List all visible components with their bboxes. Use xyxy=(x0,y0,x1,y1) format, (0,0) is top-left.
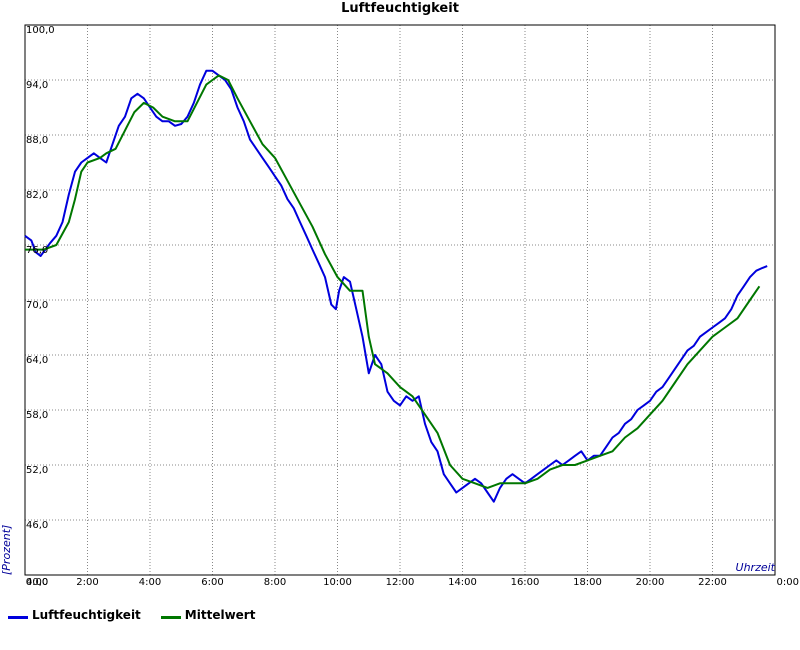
grid xyxy=(25,25,775,575)
x-tick-label: 8:00 xyxy=(264,577,286,588)
x-tick-label: 22:00 xyxy=(698,577,727,588)
x-tick-label: 10:00 xyxy=(323,577,352,588)
x-tick-label: 16:00 xyxy=(511,577,540,588)
y-tick-label: 76,0 xyxy=(26,245,48,256)
x-tick-label: 4:00 xyxy=(139,577,161,588)
x-tick-label: 2:00 xyxy=(76,577,98,588)
x-tick-label: 0:00 xyxy=(26,577,48,588)
legend-label-humidity: Luftfeuchtigkeit xyxy=(32,608,141,622)
x-tick-label: 6:00 xyxy=(201,577,223,588)
legend-item-humidity: Luftfeuchtigkeit xyxy=(8,608,141,622)
y-tick-label: 88,0 xyxy=(26,135,48,146)
legend-item-average: Mittelwert xyxy=(160,608,256,622)
x-tick-label: 18:00 xyxy=(573,577,602,588)
x-axis-label: Uhrzeit xyxy=(736,561,776,574)
series-line-humidity xyxy=(24,69,768,503)
y-tick-label: 64,0 xyxy=(26,355,48,366)
tick-labels: 0:00 2:00 4:00 6:00 8:00 10:00 12:00 14:00 16:00… xyxy=(26,25,799,588)
plot-frame xyxy=(24,24,776,576)
y-tick-label: 70,0 xyxy=(26,300,48,311)
y-axis-label: [Prozent] xyxy=(0,525,13,575)
y-tick-label: 58,0 xyxy=(26,410,48,421)
y-tick-label: 100,0 xyxy=(26,25,55,36)
chart-title: Luftfeuchtigkeit xyxy=(341,1,459,16)
legend-swatch-average xyxy=(160,615,181,619)
y-tick-label: 46,0 xyxy=(26,520,48,531)
x-tick-label: 12:00 xyxy=(386,577,415,588)
legend: Luftfeuchtigkeit Mittelwert xyxy=(8,608,275,622)
y-tick-label: 52,0 xyxy=(26,465,48,476)
legend-label-average: Mittelwert xyxy=(184,608,256,622)
x-tick-label: 0:00 xyxy=(777,577,799,588)
y-tick-label: 94,0 xyxy=(26,80,48,91)
x-tick-label: 14:00 xyxy=(448,577,477,588)
y-tick-label: 40,0 xyxy=(26,577,48,588)
series-line-average xyxy=(25,74,761,489)
legend-swatch-humidity xyxy=(8,615,28,619)
y-tick-label: 82,0 xyxy=(26,190,48,201)
series-layer xyxy=(24,69,768,503)
x-tick-label: 20:00 xyxy=(636,577,665,588)
